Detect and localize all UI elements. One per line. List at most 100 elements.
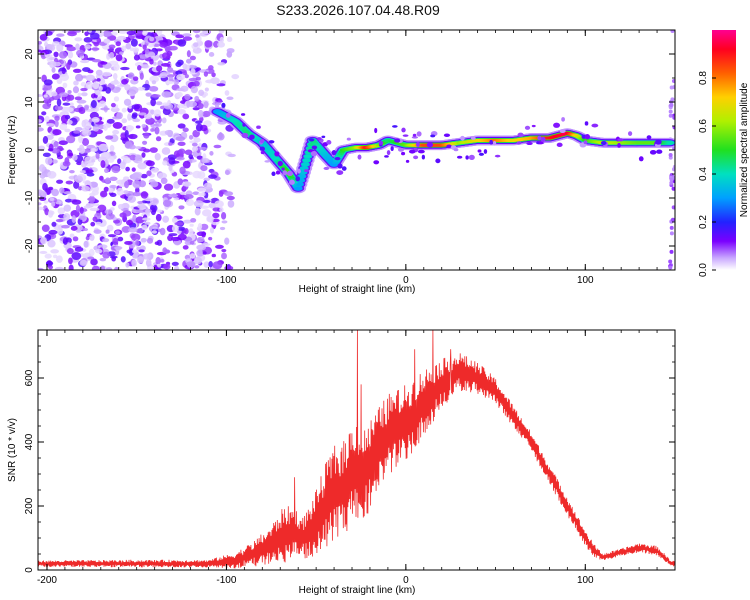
noise-speckle <box>68 264 74 270</box>
ridge-speckle <box>477 149 482 153</box>
noise-speckle <box>85 169 94 174</box>
noise-speckle <box>144 221 151 225</box>
x-tick-label: -100 <box>216 575 236 586</box>
noise-speckle <box>177 226 186 231</box>
noise-speckle <box>76 49 85 57</box>
noise-speckle <box>182 63 188 70</box>
noise-speckle <box>81 92 88 97</box>
ridge-speckle <box>297 168 301 174</box>
noise-speckle <box>156 263 162 268</box>
noise-speckle <box>195 76 201 81</box>
noise-speckle <box>109 192 117 198</box>
noise-speckle <box>47 170 57 179</box>
noise-speckle <box>103 38 111 44</box>
noise-speckle <box>148 85 159 92</box>
noise-speckle <box>38 202 42 206</box>
noise-speckle <box>69 233 75 238</box>
noise-speckle <box>54 115 60 121</box>
noise-speckle <box>62 82 68 89</box>
noise-speckle <box>84 105 89 111</box>
ridge-speckle <box>483 149 488 154</box>
noise-speckle <box>105 229 110 234</box>
noise-speckle <box>103 123 108 131</box>
noise-speckle <box>124 141 133 149</box>
ridge-speckle <box>221 102 226 108</box>
noise-speckle <box>173 79 180 85</box>
noise-speckle <box>186 50 191 58</box>
noise-speckle <box>114 266 119 270</box>
noise-speckle <box>140 191 149 199</box>
noise-speckle <box>195 67 201 72</box>
noise-speckle <box>146 170 152 177</box>
noise-speckle <box>92 81 100 90</box>
noise-speckle <box>68 152 74 157</box>
noise-speckle <box>97 244 108 249</box>
noise-speckle <box>112 72 118 80</box>
ridge-speckle <box>627 131 633 136</box>
noise-speckle <box>63 204 72 212</box>
colorbar-tick-label: 0.4 <box>698 167 709 181</box>
noise-speckle <box>162 247 168 254</box>
noise-speckle <box>50 249 60 254</box>
noise-speckle <box>155 257 161 265</box>
noise-speckle <box>203 182 213 190</box>
noise-speckle <box>223 191 234 197</box>
ridge-speckle <box>374 127 378 134</box>
noise-speckle <box>125 166 130 172</box>
noise-speckle <box>77 147 83 152</box>
noise-speckle <box>99 100 106 107</box>
noise-speckle <box>86 172 95 177</box>
noise-speckle <box>157 172 168 180</box>
noise-speckle <box>154 152 161 161</box>
noise-speckle <box>145 160 155 167</box>
noise-speckle <box>90 221 96 227</box>
edge-speckle <box>672 125 675 130</box>
noise-speckle <box>188 134 194 140</box>
noise-speckle <box>105 86 112 94</box>
noise-speckle <box>112 129 120 135</box>
noise-speckle <box>143 132 150 139</box>
edge-speckle <box>668 152 673 157</box>
noise-speckle <box>224 169 230 176</box>
ridge-speckle <box>336 170 344 175</box>
noise-speckle <box>157 72 168 79</box>
noise-speckle <box>78 106 86 115</box>
ridge-speckle <box>281 167 285 171</box>
noise-speckle <box>173 197 180 201</box>
noise-speckle <box>110 102 116 108</box>
noise-speckle <box>187 101 198 108</box>
noise-speckle <box>200 223 209 231</box>
noise-speckle <box>138 112 147 116</box>
noise-speckle <box>45 157 53 165</box>
noise-speckle <box>105 213 115 220</box>
noise-speckle <box>66 94 75 101</box>
noise-speckle <box>226 36 233 42</box>
noise-speckle <box>44 54 53 58</box>
noise-speckle <box>180 85 189 92</box>
noise-speckle <box>81 119 87 128</box>
ridge-speckle <box>421 154 425 160</box>
noise-speckle <box>132 214 137 222</box>
noise-speckle <box>48 186 54 191</box>
noise-speckle <box>221 220 228 224</box>
ridge-speckle <box>489 139 493 145</box>
snr-x-axis-label: Height of straight line (km) <box>299 585 416 596</box>
noise-speckle <box>66 46 77 52</box>
noise-speckle <box>179 191 186 196</box>
noise-speckle <box>137 86 146 91</box>
noise-speckle <box>117 30 128 34</box>
ridge-speckle <box>591 123 599 128</box>
noise-speckle <box>159 227 166 236</box>
noise-speckle <box>192 107 200 111</box>
noise-speckle <box>102 238 110 243</box>
edge-speckle <box>672 85 675 90</box>
noise-speckle <box>87 30 92 33</box>
noise-speckle <box>190 85 198 94</box>
noise-speckle <box>115 41 121 47</box>
noise-speckle <box>107 234 116 238</box>
noise-speckle <box>38 127 44 132</box>
noise-speckle <box>128 227 138 233</box>
noise-speckle <box>184 93 191 101</box>
